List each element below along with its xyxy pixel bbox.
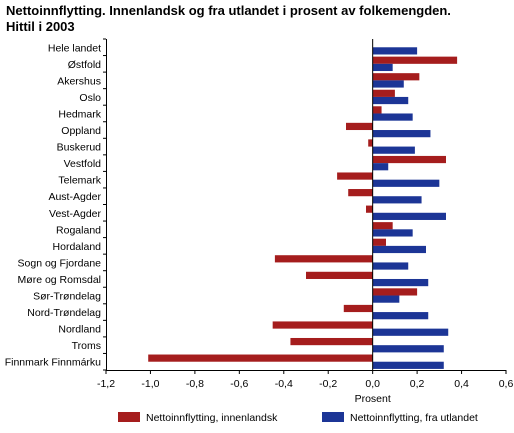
bar-utlandet-12 bbox=[372, 245, 426, 254]
category-label: Hele landet bbox=[48, 42, 101, 54]
x-tick-label: 0,0 bbox=[365, 378, 380, 390]
bar-innenlandsk-14 bbox=[306, 271, 373, 279]
category-label: Rogaland bbox=[56, 224, 101, 236]
bar-innenlandsk-8 bbox=[337, 172, 373, 180]
legend-label-utlandet: Nettoinnflytting, fra utlandet bbox=[350, 412, 478, 424]
x-tick-label: -0,2 bbox=[319, 378, 337, 390]
category-label: Sør-Trøndelag bbox=[33, 291, 101, 303]
category-label: Telemark bbox=[58, 175, 101, 187]
bar-innenlandsk-11 bbox=[372, 222, 393, 230]
bar-innenlandsk-9 bbox=[348, 189, 373, 197]
bars-group bbox=[148, 47, 458, 369]
x-tick-label: -0,6 bbox=[230, 378, 248, 390]
legend-swatch-innenlandsk bbox=[118, 412, 140, 422]
bar-innenlandsk-10 bbox=[366, 205, 373, 213]
bar-utlandet-6 bbox=[372, 146, 415, 154]
bar-innenlandsk-3 bbox=[372, 89, 395, 97]
chart-title-line-1: Nettoinnflytting. Innenlandsk og fra utl… bbox=[6, 3, 451, 18]
category-label: Troms bbox=[72, 340, 101, 352]
bar-innenlandsk-13 bbox=[274, 255, 373, 263]
category-labels-group: Hele landet Østfold Akershus Oslo Hedmark Opp… bbox=[5, 42, 102, 368]
bar-utlandet-13 bbox=[372, 262, 409, 270]
bar-utlandet-5 bbox=[372, 130, 431, 138]
category-label: Oppland bbox=[61, 125, 101, 137]
bar-innenlandsk-4 bbox=[372, 106, 382, 114]
x-tick-label: -1,2 bbox=[97, 378, 115, 390]
category-label: Vestfold bbox=[64, 158, 102, 170]
bar-utlandet-16 bbox=[372, 312, 429, 320]
bar-utlandet-11 bbox=[372, 229, 413, 237]
bar-utlandet-1 bbox=[372, 63, 393, 72]
x-tick-label: 0,2 bbox=[410, 378, 425, 390]
category-label: Buskerud bbox=[57, 142, 102, 154]
bar-innenlandsk-17 bbox=[272, 321, 373, 329]
bar-utlandet-17 bbox=[372, 328, 449, 336]
legend-label-innenlandsk: Nettoinnflytting, innenlandsk bbox=[146, 412, 278, 424]
category-label: Vest-Agder bbox=[49, 208, 101, 220]
bar-utlandet-3 bbox=[372, 96, 409, 105]
chart-title: Nettoinnflytting. Innenlandsk og fra utl… bbox=[6, 3, 506, 35]
x-tick-label: -0,8 bbox=[186, 378, 204, 390]
bar-utlandet-9 bbox=[372, 196, 422, 204]
x-tick-label: 0,6 bbox=[499, 378, 514, 390]
bar-innenlandsk-6 bbox=[368, 139, 373, 147]
category-label: Aust-Agder bbox=[48, 191, 101, 203]
category-label: Sogn og Fjordane bbox=[18, 257, 102, 269]
category-label: Oslo bbox=[79, 92, 101, 104]
x-ticks-group: -1,2 -1,0 -0,8 -0,6 -0,4 -0,2 0,0 0,2 0,4 0,6 bbox=[97, 370, 513, 390]
bar-utlandet-15 bbox=[372, 295, 400, 303]
x-axis-label: Prosent bbox=[355, 393, 391, 405]
category-label: Nord-Trøndelag bbox=[27, 307, 101, 319]
bar-innenlandsk-2 bbox=[372, 73, 420, 81]
x-tick-label: 0,4 bbox=[454, 378, 469, 390]
x-tick-label: -0,4 bbox=[275, 378, 293, 390]
bar-innenlandsk-16 bbox=[343, 304, 373, 313]
bar-utlandet-19 bbox=[372, 361, 444, 369]
category-label: Hedmark bbox=[58, 108, 101, 120]
bar-innenlandsk-12 bbox=[372, 238, 386, 246]
bar-utlandet-8 bbox=[372, 179, 440, 187]
x-tick-label: -1,0 bbox=[141, 378, 159, 390]
legend: Nettoinnflytting, innenlandsk Nettoinnfly… bbox=[118, 412, 478, 424]
bar-innenlandsk-19 bbox=[148, 354, 373, 362]
bar-innenlandsk-15 bbox=[372, 288, 418, 296]
bar-utlandet-18 bbox=[372, 345, 444, 353]
bar-utlandet-2 bbox=[372, 80, 404, 88]
bar-innenlandsk-5 bbox=[346, 122, 373, 131]
legend-swatch-utlandet bbox=[322, 412, 344, 422]
category-label: Østfold bbox=[68, 59, 101, 71]
category-label: Finnmark Finnmárku bbox=[5, 357, 101, 369]
bar-utlandet-4 bbox=[372, 113, 413, 121]
category-label: Hordaland bbox=[53, 241, 102, 253]
bar-utlandet-0 bbox=[372, 47, 418, 55]
bar-utlandet-10 bbox=[372, 212, 446, 220]
chart-title-line-2: Hittil i 2003 bbox=[6, 19, 75, 34]
bar-utlandet-14 bbox=[372, 278, 429, 287]
bar-innenlandsk-18 bbox=[290, 337, 373, 346]
category-label: Møre og Romsdal bbox=[18, 274, 101, 286]
bar-utlandet-7 bbox=[372, 163, 389, 171]
category-label: Akershus bbox=[57, 75, 101, 87]
axes-group bbox=[103, 38, 506, 371]
bar-innenlandsk-7 bbox=[372, 155, 446, 164]
category-label: Nordland bbox=[58, 324, 101, 336]
bar-innenlandsk-1 bbox=[372, 56, 458, 64]
